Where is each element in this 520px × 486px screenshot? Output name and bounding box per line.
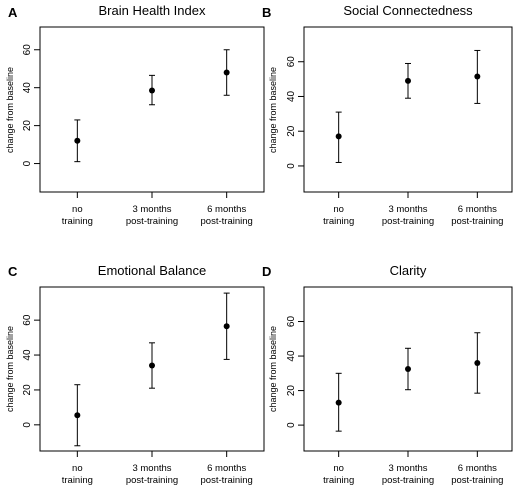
panel-b-x-tick-label: post-training <box>451 216 503 227</box>
panel-d-y-tick-label: 40 <box>286 350 297 362</box>
panel-d-x-tick-label: training <box>323 475 354 486</box>
panel-d-y-axis-label: change from baseline <box>268 326 278 412</box>
panel-b-data-point <box>335 133 342 140</box>
panel-d-x-tick-label: 3 months <box>388 463 427 474</box>
panel-c-x-tick-label: post-training <box>126 475 178 486</box>
panel-d-x-tick-label: 6 months <box>458 463 497 474</box>
panel-b: B Social Connectedness change from basel… <box>262 3 513 227</box>
panel-a-x-tick-label: training <box>62 216 93 227</box>
panel-b-y-axis-label: change from baseline <box>268 67 278 153</box>
panel-b-x-tick-label: post-training <box>382 216 434 227</box>
panel-c-x-tick-label: post-training <box>201 475 253 486</box>
panel-b-plot-frame <box>303 26 513 193</box>
panel-d-title: Clarity <box>390 263 427 278</box>
panel-a-y-axis-label: change from baseline <box>5 67 15 153</box>
panel-c-data-point <box>223 323 230 330</box>
panel-b-x-tick-label: training <box>323 216 354 227</box>
panel-d-data-point <box>405 366 411 372</box>
panel-d-y-tick-label: 0 <box>286 422 297 428</box>
panel-c-x-tick-label: 3 months <box>132 463 171 474</box>
panel-d-data-point <box>474 359 481 366</box>
panel-a-x-tick-label: no <box>72 204 83 215</box>
panel-a-title: Brain Health Index <box>99 3 206 18</box>
panel-b-y-tick-label: 60 <box>286 56 297 68</box>
panel-c-letter: C <box>8 264 18 279</box>
panel-a-y-tick-label: 60 <box>22 44 33 56</box>
panel-a-y-tick-label: 0 <box>22 160 33 166</box>
panel-c-y-tick-label: 20 <box>22 384 33 396</box>
panel-d: D Clarity change from baseline 0 20 40 60 no… <box>262 263 513 486</box>
panel-b-x-tick-label: 3 months <box>388 204 427 215</box>
panel-d-x-tick-label: post-training <box>382 475 434 486</box>
panel-c-x-tick-label: training <box>62 475 93 486</box>
panel-c-x-tick-label: no <box>72 463 83 474</box>
panel-c-y-tick-label: 60 <box>22 314 33 326</box>
panel-a-x-tick-label: 6 months <box>207 204 246 215</box>
panel-c-y-tick-label: 0 <box>22 422 33 428</box>
panel-a-x-tick-label: post-training <box>126 216 178 227</box>
panel-a-data-point <box>74 137 81 144</box>
panel-c-title: Emotional Balance <box>98 263 206 278</box>
panel-a-data-point <box>149 87 155 94</box>
panel-d-x-tick-label: post-training <box>451 475 503 486</box>
panel-b-y-tick-label: 20 <box>286 125 297 137</box>
panel-b-y-tick-label: 0 <box>286 163 297 169</box>
panel-a-x-tick-label: 3 months <box>132 204 171 215</box>
panel-d-letter: D <box>262 264 271 279</box>
panel-c-data-point <box>74 412 81 419</box>
panel-b-x-tick-label: 6 months <box>458 204 497 215</box>
panel-c-y-tick-label: 40 <box>22 349 33 361</box>
panel-b-title: Social Connectedness <box>343 3 473 18</box>
panel-c: C Emotional Balance change from baseline… <box>5 263 265 486</box>
panel-a-plot-frame <box>39 26 265 193</box>
panel-a-y-tick-label: 20 <box>22 120 33 132</box>
panel-c-x-tick-label: 6 months <box>207 463 246 474</box>
panel-b-letter: B <box>262 5 271 20</box>
panel-a-letter: A <box>8 5 18 20</box>
panel-c-y-axis-label: change from baseline <box>5 326 15 412</box>
panel-a-x-tick-label: post-training <box>201 216 253 227</box>
panel-d-data-point <box>335 399 342 406</box>
panel-b-data-point <box>474 73 481 80</box>
panel-c-data-point <box>149 362 155 369</box>
panel-d-y-tick-label: 20 <box>286 385 297 397</box>
panel-a-y-tick-label: 40 <box>22 82 33 94</box>
panel-b-y-tick-label: 40 <box>286 90 297 102</box>
panel-b-x-tick-label: no <box>333 204 344 215</box>
panel-b-data-point <box>405 77 411 84</box>
panel-a: A Brain Health Index change from baselin… <box>5 3 265 227</box>
panel-d-y-tick-label: 60 <box>286 316 297 328</box>
panel-a-data-point <box>223 69 230 76</box>
panel-d-x-tick-label: no <box>333 463 344 474</box>
